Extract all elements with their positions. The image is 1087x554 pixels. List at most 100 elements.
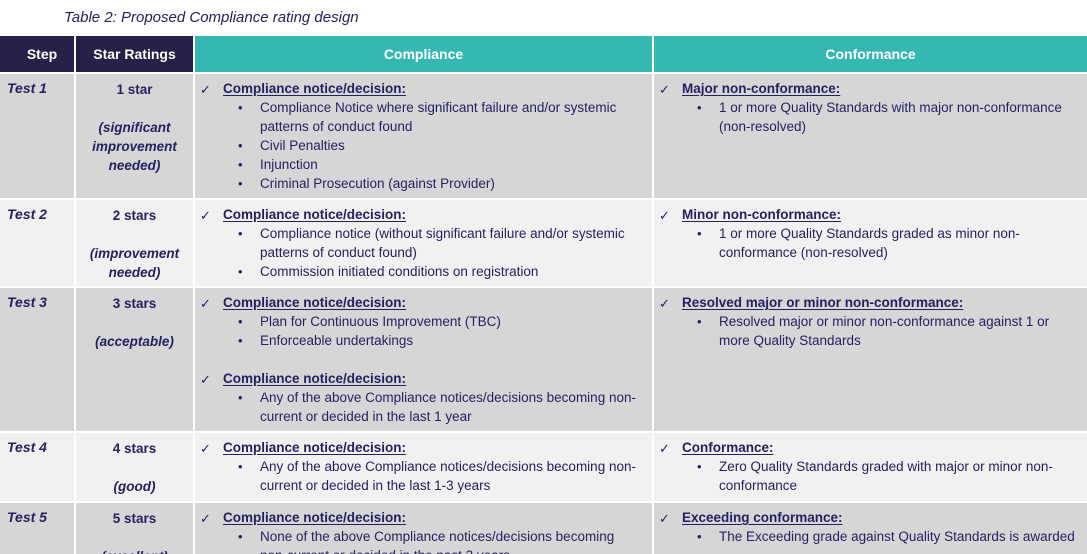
compliance-cell: ✓ Compliance notice/decision: • Complian…	[195, 74, 654, 200]
check-icon: ✓	[200, 82, 211, 97]
list-item: • Commission initiated conditions on reg…	[223, 262, 644, 281]
stars-label: 2 stars	[112, 208, 157, 223]
criteria-content: Compliance notice/decision: • Any of the…	[223, 369, 644, 426]
bullet-list: • Compliance notice (without significant…	[223, 224, 644, 281]
criteria-block: ✓ Exceeding conformance: • The Exceeding…	[659, 508, 1079, 546]
compliance-cell: ✓ Compliance notice/decision: • Plan for…	[195, 288, 654, 433]
criteria-block: ✓ Major non-conformance: • 1 or more Qua…	[659, 79, 1079, 136]
bullet-text: Any of the above Compliance notices/deci…	[260, 390, 636, 424]
criteria-block: ✓ Compliance notice/decision: • Complian…	[200, 205, 644, 281]
step-label: Test 4	[0, 433, 76, 503]
bullet-list: • None of the above Compliance notices/d…	[223, 527, 644, 554]
bullet-list: • Any of the above Compliance notices/de…	[223, 388, 644, 426]
table-row: Test 4 4 stars (good) ✓ Compliance notic…	[0, 433, 1087, 503]
criteria-block: ✓ Compliance notice/decision: • Any of t…	[200, 438, 644, 495]
compliance-cell: ✓ Compliance notice/decision: • Any of t…	[195, 433, 654, 503]
table-row: Test 1 1 star (significant improvement n…	[0, 74, 1087, 200]
check-icon: ✓	[659, 82, 670, 97]
criteria-heading: Compliance notice/decision:	[223, 295, 407, 310]
step-label: Test 5	[0, 503, 76, 554]
bullet-text: Injunction	[260, 157, 318, 172]
conformance-cell: ✓ Minor non-conformance: • 1 or more Qua…	[654, 200, 1087, 288]
bullet-list: • Resolved major or minor non-conformanc…	[682, 312, 1079, 350]
bullet-text: None of the above Compliance notices/dec…	[260, 529, 615, 554]
criteria-heading: Compliance notice/decision:	[223, 440, 407, 455]
bullet-text: Compliance notice (without significant f…	[260, 226, 625, 260]
bullet-list: • Any of the above Compliance notices/de…	[223, 457, 644, 495]
compliance-rating-table: Step Star Ratings Compliance Conformance…	[0, 36, 1087, 554]
bullet-text: 1 or more Quality Standards graded as mi…	[719, 226, 1020, 260]
star-rating-cell: 3 stars (acceptable)	[76, 288, 195, 433]
bullet-list: • Plan for Continuous Improvement (TBC) …	[223, 312, 644, 350]
check-icon: ✓	[200, 511, 211, 526]
list-item: • Any of the above Compliance notices/de…	[223, 457, 644, 495]
stars-label: 5 stars	[112, 511, 157, 526]
criteria-heading: Resolved major or minor non-conformance:	[682, 295, 964, 310]
criteria-heading: Major non-conformance:	[682, 81, 841, 96]
criteria-content: Compliance notice/decision: • Compliance…	[223, 205, 644, 281]
bullet-text: 1 or more Quality Standards with major n…	[719, 100, 1062, 134]
step-label: Test 3	[0, 288, 76, 433]
bullet-icon: •	[238, 529, 243, 544]
bullet-list: • 1 or more Quality Standards graded as …	[682, 224, 1079, 262]
conformance-cell: ✓ Resolved major or minor non-conformanc…	[654, 288, 1087, 433]
check-icon: ✓	[200, 208, 211, 223]
column-header-step: Step	[0, 36, 76, 74]
column-header-conformance: Conformance	[654, 36, 1087, 74]
stars-note: (good)	[113, 479, 156, 494]
conformance-cell: ✓ Exceeding conformance: • The Exceeding…	[654, 503, 1087, 554]
conformance-cell: ✓ Major non-conformance: • 1 or more Qua…	[654, 74, 1087, 200]
criteria-content: Compliance notice/decision: • Any of the…	[223, 438, 644, 495]
star-rating-cell: 4 stars (good)	[76, 433, 195, 503]
criteria-heading: Compliance notice/decision:	[223, 371, 407, 386]
list-item: • Enforceable undertakings	[223, 331, 644, 350]
bullet-list: • 1 or more Quality Standards with major…	[682, 98, 1079, 136]
table-row: Test 5 5 stars (excellent) ✓ Compliance …	[0, 503, 1087, 554]
bullet-icon: •	[238, 138, 243, 153]
stars-label: 4 stars	[112, 441, 157, 456]
table-header-row: Step Star Ratings Compliance Conformance	[0, 36, 1087, 74]
compliance-cell: ✓ Compliance notice/decision: • None of …	[195, 503, 654, 554]
step-label: Test 2	[0, 200, 76, 288]
criteria-content: Resolved major or minor non-conformance:…	[682, 293, 1079, 350]
criteria-heading: Compliance notice/decision:	[223, 207, 407, 222]
stars-note: (acceptable)	[95, 334, 174, 349]
bullet-text: Enforceable undertakings	[260, 333, 414, 348]
bullet-icon: •	[238, 176, 243, 191]
bullet-icon: •	[238, 264, 243, 279]
bullet-icon: •	[238, 226, 243, 241]
check-icon: ✓	[200, 441, 211, 456]
list-item: • Criminal Prosecution (against Provider…	[223, 174, 644, 193]
column-header-star-ratings: Star Ratings	[76, 36, 195, 74]
bullet-text: Zero Quality Standards graded with major…	[719, 459, 1053, 493]
table-caption: Table 2: Proposed Compliance rating desi…	[64, 9, 359, 26]
bullet-icon: •	[238, 314, 243, 329]
bullet-icon: •	[697, 459, 702, 474]
column-header-compliance: Compliance	[195, 36, 654, 74]
bullet-icon: •	[697, 100, 702, 115]
criteria-block: ✓ Minor non-conformance: • 1 or more Qua…	[659, 205, 1079, 262]
stars-note: (improvement needed)	[89, 246, 180, 280]
step-label: Test 1	[0, 74, 76, 200]
criteria-content: Conformance: • Zero Quality Standards gr…	[682, 438, 1079, 495]
stars-note: (excellent)	[79, 547, 190, 554]
criteria-block: ✓ Conformance: • Zero Quality Standards …	[659, 438, 1079, 495]
criteria-content: Major non-conformance: • 1 or more Quali…	[682, 79, 1079, 136]
compliance-cell: ✓ Compliance notice/decision: • Complian…	[195, 200, 654, 288]
list-item: • Resolved major or minor non-conformanc…	[682, 312, 1079, 350]
table-body: Test 1 1 star (significant improvement n…	[0, 74, 1087, 554]
bullet-text: Plan for Continuous Improvement (TBC)	[260, 314, 501, 329]
bullet-text: Resolved major or minor non-conformance …	[719, 314, 1050, 348]
bullet-icon: •	[697, 226, 702, 241]
criteria-content: Compliance notice/decision: • None of th…	[223, 508, 644, 554]
criteria-block: ✓ Compliance notice/decision: • None of …	[200, 508, 644, 554]
criteria-heading: Exceeding conformance:	[682, 510, 843, 525]
list-item: • Zero Quality Standards graded with maj…	[682, 457, 1079, 495]
list-item: • Civil Penalties	[223, 136, 644, 155]
criteria-content: Compliance notice/decision: • Plan for C…	[223, 293, 644, 350]
bullet-list: • The Exceeding grade against Quality St…	[682, 527, 1079, 546]
check-icon: ✓	[200, 372, 211, 387]
check-icon: ✓	[659, 296, 670, 311]
bullet-text: Commission initiated conditions on regis…	[260, 264, 539, 279]
